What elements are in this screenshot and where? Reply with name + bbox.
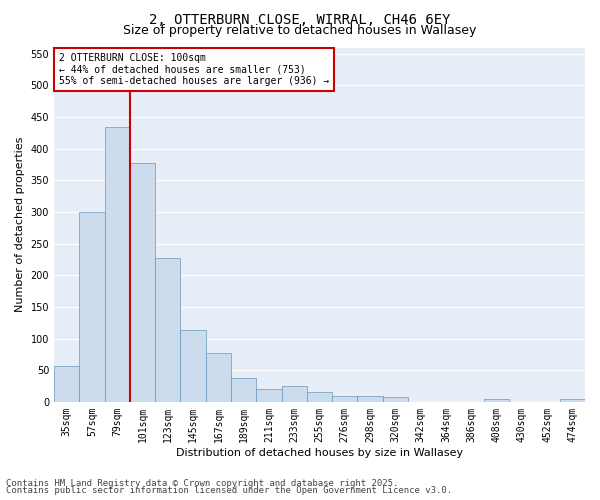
Text: Contains HM Land Registry data © Crown copyright and database right 2025.: Contains HM Land Registry data © Crown c… [6,478,398,488]
Bar [79,212,104,402]
Text: 2 OTTERBURN CLOSE: 100sqm
← 44% of detached houses are smaller (753)
55% of semi: 2 OTTERBURN CLOSE: 100sqm ← 44% of detac… [59,53,329,86]
Bar [307,392,332,402]
Text: Contains public sector information licensed under the Open Government Licence v3: Contains public sector information licen… [6,486,452,495]
Bar [104,126,130,402]
Y-axis label: Number of detached properties: Number of detached properties [15,137,25,312]
Bar [231,378,256,402]
Bar [206,353,231,402]
Bar [256,389,281,402]
Text: 2, OTTERBURN CLOSE, WIRRAL, CH46 6EY: 2, OTTERBURN CLOSE, WIRRAL, CH46 6EY [149,12,451,26]
Bar [181,330,206,402]
Text: Size of property relative to detached houses in Wallasey: Size of property relative to detached ho… [124,24,476,37]
Bar [130,162,155,402]
Bar [484,398,509,402]
Bar [155,258,181,402]
Bar [281,386,307,402]
Bar [560,400,585,402]
X-axis label: Distribution of detached houses by size in Wallasey: Distribution of detached houses by size … [176,448,463,458]
Bar [358,396,383,402]
Bar [54,366,79,402]
Bar [383,398,408,402]
Bar [332,396,358,402]
